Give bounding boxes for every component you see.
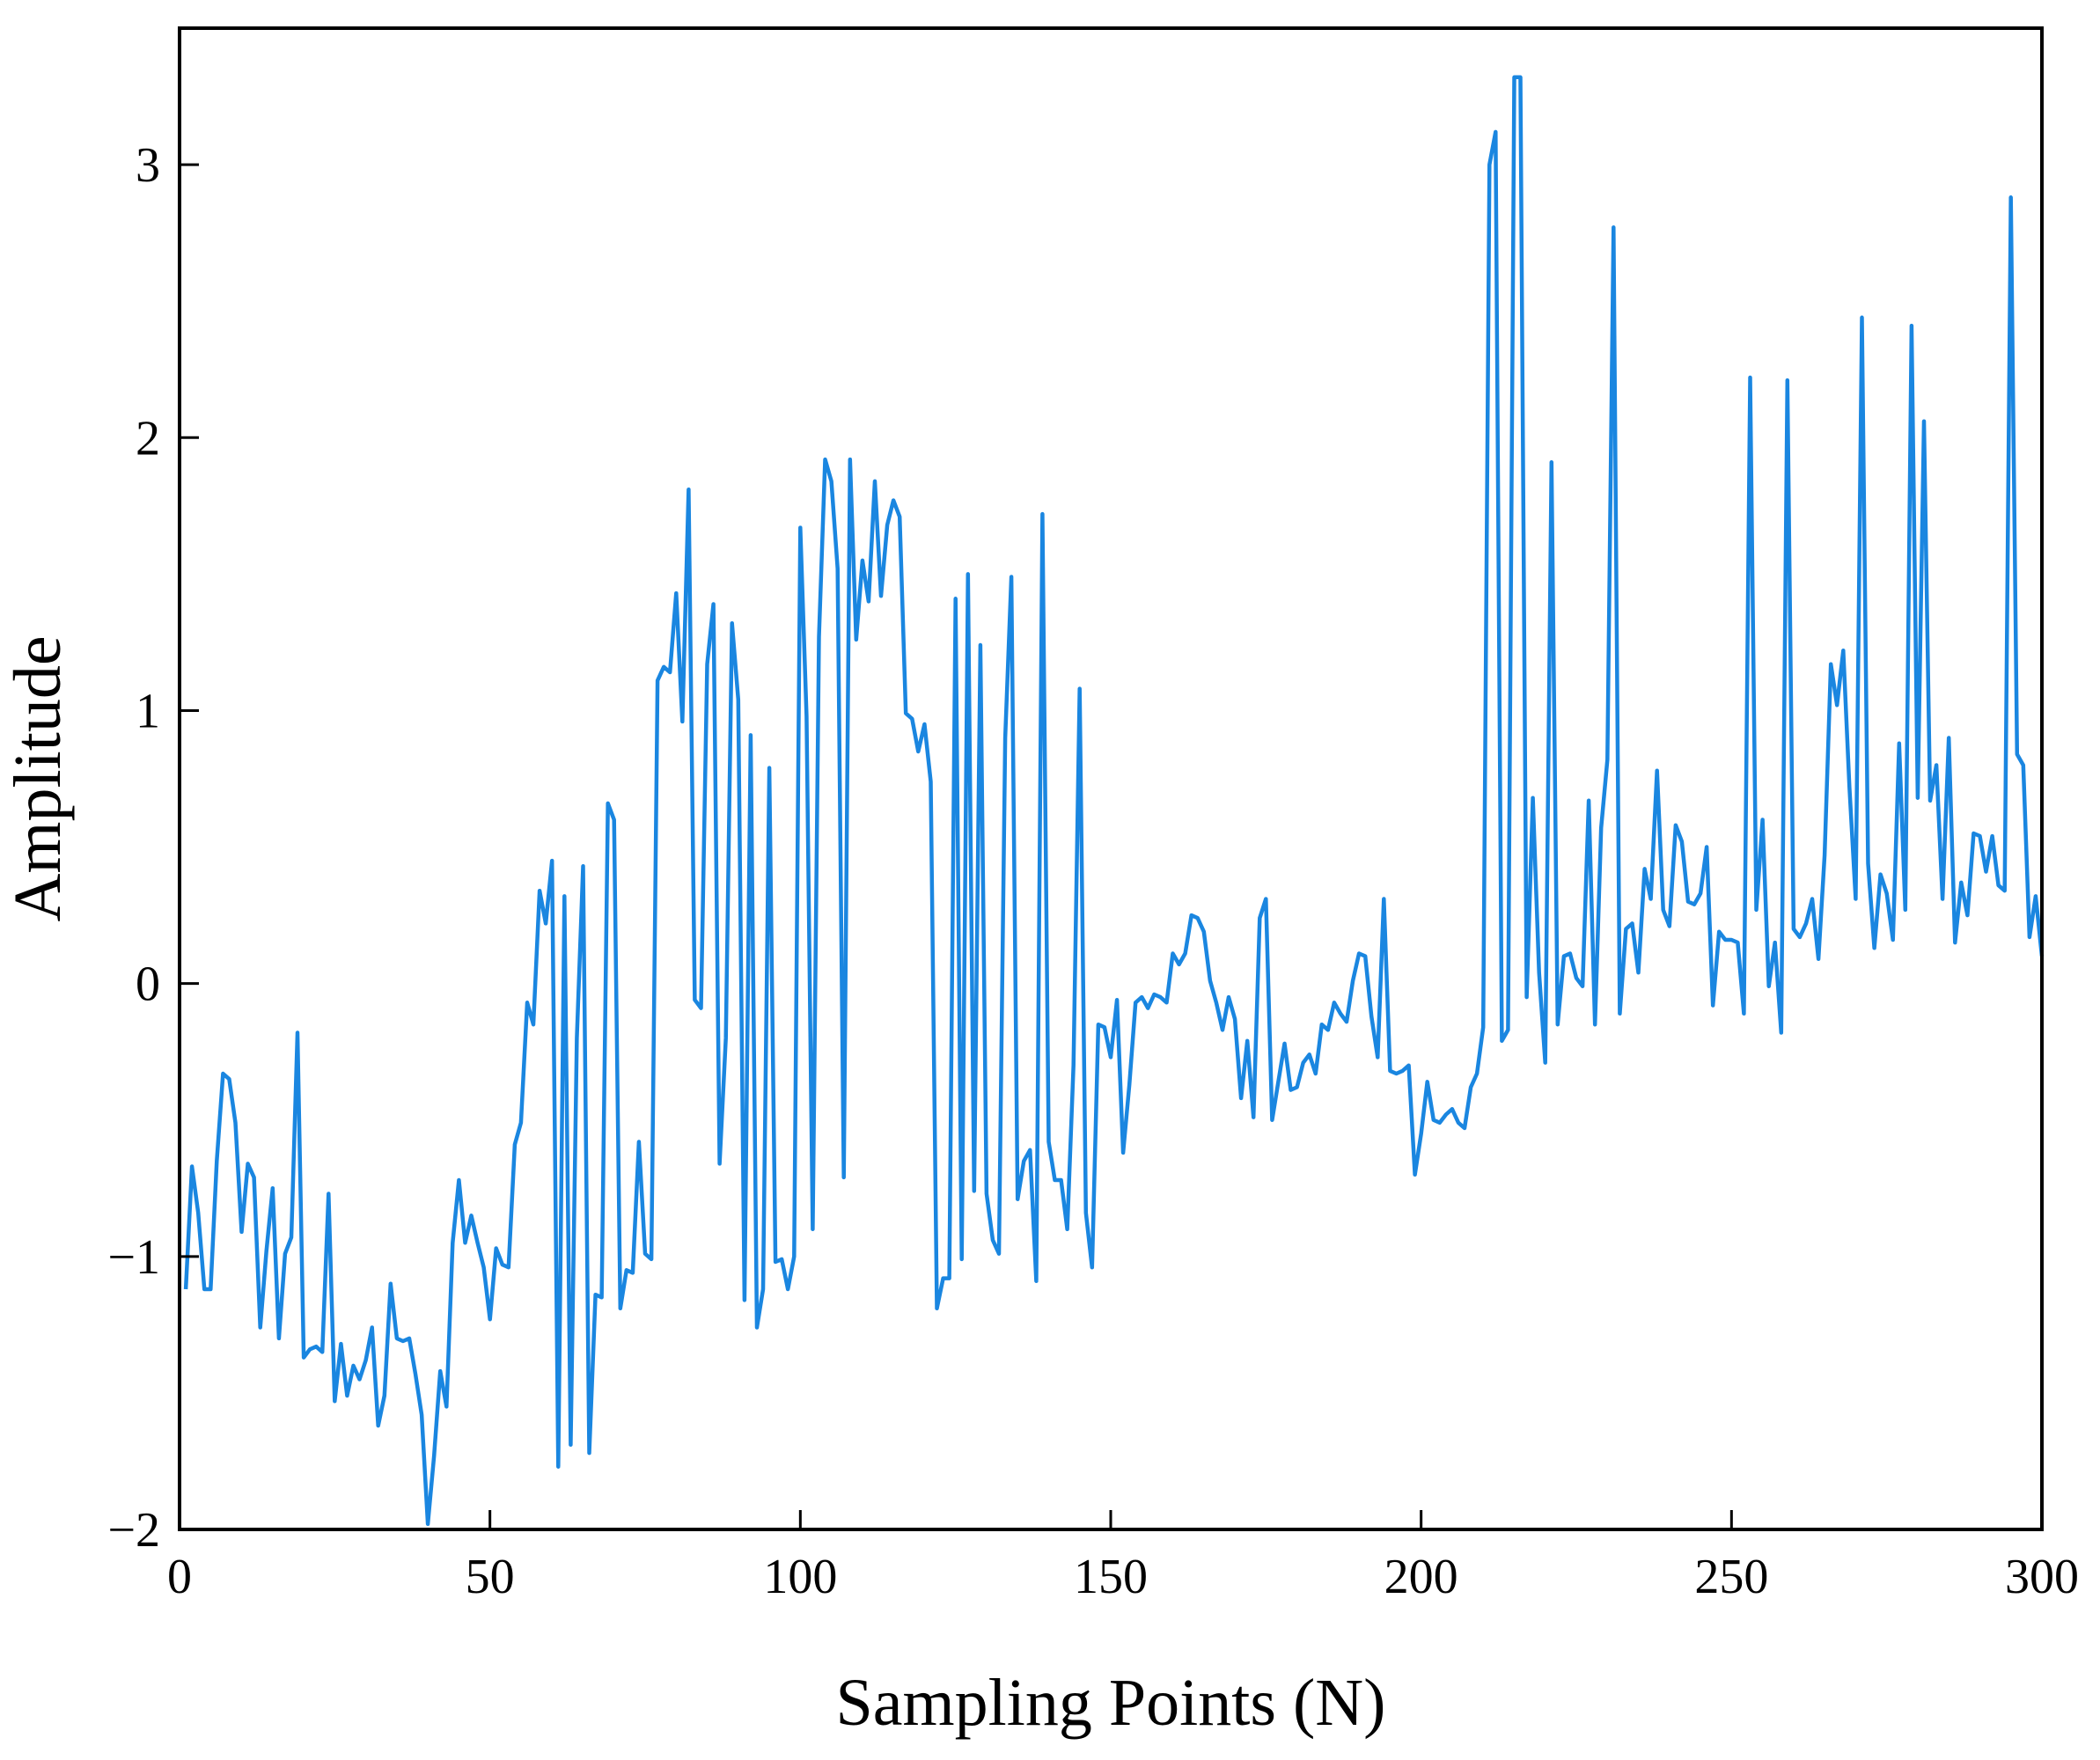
y-axis-title: Amplitude (1, 635, 75, 921)
x-tick-label: 100 (763, 1550, 837, 1604)
x-axis-title: Sampling Points (N) (836, 1666, 1386, 1740)
y-tick-label: −1 (107, 1230, 160, 1285)
x-tick-label: 0 (167, 1550, 192, 1604)
y-tick-label: 0 (136, 957, 160, 1012)
axes: 0 50 100 150 200 250 300 −2 −1 0 1 2 3 (107, 138, 2079, 1604)
y-tick-label: 2 (136, 411, 160, 466)
y-tick-label: −2 (107, 1503, 160, 1558)
plot-area (183, 75, 2045, 1527)
plot-frame (178, 26, 2044, 1531)
x-tick-label: 200 (1384, 1550, 1458, 1604)
x-tick-label: 300 (2005, 1550, 2079, 1604)
y-tick-label: 3 (136, 138, 160, 193)
series-line (183, 75, 2045, 1527)
x-tick-label: 150 (1074, 1550, 1148, 1604)
x-tick-label: 50 (466, 1550, 515, 1604)
y-tick-label: 1 (136, 684, 160, 738)
x-tick-label: 250 (1694, 1550, 1768, 1604)
